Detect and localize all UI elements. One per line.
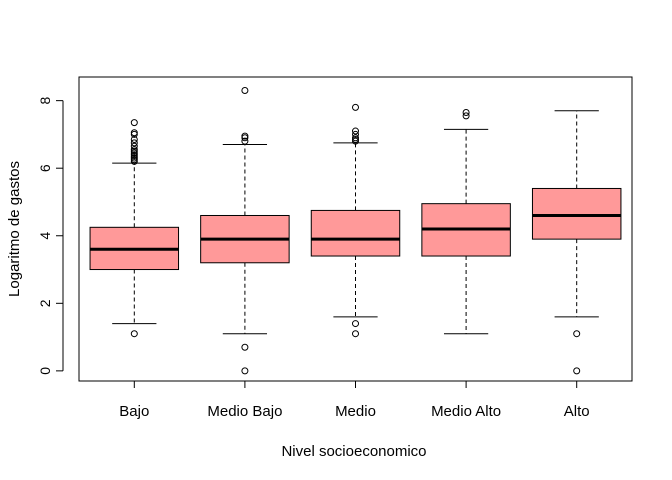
y-axis: 0 2 4 6 8 xyxy=(37,97,64,375)
y-tick-label-2: 4 xyxy=(37,232,53,240)
box-group-2 xyxy=(310,103,401,338)
outlier-point xyxy=(352,320,359,328)
x-tick-label-0: Bajo xyxy=(119,403,149,420)
outlier-point xyxy=(130,330,138,338)
outlier-point xyxy=(130,129,138,137)
outlier-point xyxy=(241,87,249,95)
outlier-point xyxy=(130,139,138,147)
y-tick-label-1: 2 xyxy=(37,299,53,307)
box-iqr xyxy=(310,209,401,257)
box-group-4 xyxy=(531,110,622,375)
x-tick-label-2: Medio xyxy=(335,403,376,420)
outlier-point xyxy=(241,137,249,145)
boxes xyxy=(89,87,622,375)
outlier-point xyxy=(241,132,249,140)
outlier-point xyxy=(352,103,359,111)
y-tick-label-0: 0 xyxy=(37,367,53,375)
outlier-point xyxy=(130,142,138,150)
outlier-point xyxy=(352,134,359,142)
outlier-point xyxy=(352,130,359,138)
box-group-3 xyxy=(421,108,511,335)
box-group-1 xyxy=(200,87,290,375)
y-tick-label-4: 8 xyxy=(37,97,53,105)
outlier-point xyxy=(462,108,470,116)
outlier-point xyxy=(352,330,359,338)
outlier-point xyxy=(573,330,581,338)
x-tick-label-3: Medio Alto xyxy=(431,403,501,420)
outlier-point xyxy=(130,135,138,143)
y-axis-label: Logaritmo de gastos xyxy=(6,161,23,297)
box-iqr xyxy=(531,187,622,240)
box-group-0 xyxy=(89,119,180,338)
outlier-point xyxy=(130,119,138,127)
outlier-point xyxy=(352,127,359,135)
y-tick-label-3: 6 xyxy=(37,164,53,172)
x-tick-label-1: Medio Bajo xyxy=(207,403,282,420)
outlier-point xyxy=(573,367,581,375)
outlier-point xyxy=(130,146,138,154)
x-axis: Bajo Medio Bajo Medio Medio Alto Alto xyxy=(119,380,590,420)
x-axis-label: Nivel socioeconomico xyxy=(281,443,426,460)
x-tick-label-4: Alto xyxy=(564,403,590,420)
outlier-point xyxy=(241,343,249,351)
outlier-point xyxy=(462,112,470,120)
outlier-point xyxy=(241,367,249,375)
